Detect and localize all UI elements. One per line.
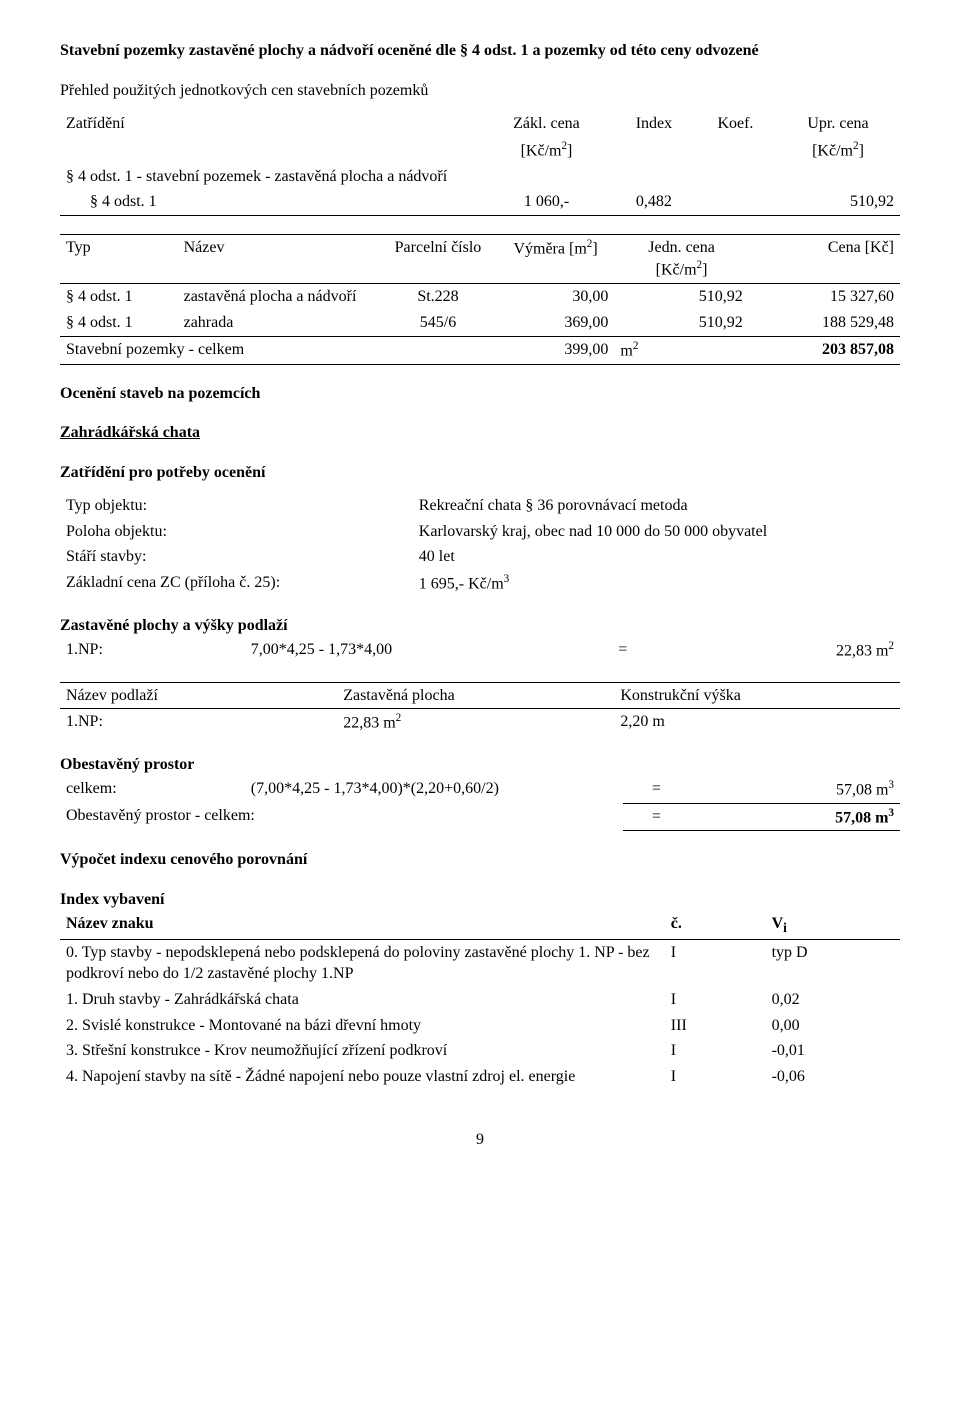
pr3: 2,20 m [614,709,900,736]
zast-heading: Zastavěné plochy a výšky podlaží [60,615,900,637]
zakl-v: 1 695,- Kč/m3 [413,570,900,597]
star-v: 40 let [413,544,900,570]
unit-row-index: 0,482 [613,189,695,215]
obes-total-l: Obestavěný prostor - celkem: [60,803,623,831]
ir4-t: 4. Napojení stavby na sítě - Žádné napoj… [60,1064,665,1090]
r1-vymera: 30,00 [497,284,615,310]
obes-expr: (7,00*4,25 - 1,73*4,00)*(2,20+0,60/2) [245,776,623,803]
ir4-c: I [665,1064,766,1090]
col-zakl-unit: [Kč/m2] [480,137,613,164]
obes-heading: Obestavěný prostor [60,754,900,776]
subtitle: Přehled použitých jednotkových cen stave… [60,80,900,102]
th-vymera: Výměra [m2] [497,234,615,284]
index-vyb-heading: Index vybavení [60,889,900,911]
r2-parc: 545/6 [379,310,497,336]
pol-l: Poloha objektu: [60,519,413,545]
ir3-c: I [665,1038,766,1064]
ih3: Vi [766,911,900,940]
col-upr: Upr. cena [776,111,900,137]
obes-total-eq: = [623,803,690,831]
ph2: Zastavěná plocha [337,682,614,709]
r1-jedn: 510,92 [614,284,748,310]
ir2-t: 2. Svislé konstrukce - Montované na bázi… [60,1013,665,1039]
col-index: Index [613,111,695,164]
total-label: Stavební pozemky - celkem [60,336,497,364]
ir1-v: 0,02 [766,987,900,1013]
zast-val: 22,83 m2 [665,637,900,664]
star-l: Stáří stavby: [60,544,413,570]
r1-parc: St.228 [379,284,497,310]
ih1: Název znaku [60,911,665,940]
ph3: Konstrukční výška [614,682,900,709]
pol-v: Karlovarský kraj, obec nad 10 000 do 50 … [413,519,900,545]
zakl-l: Základní cena ZC (příloha č. 25): [60,570,413,597]
oceneni-heading: Ocenění staveb na pozemcích [60,383,900,405]
th-jedn: Jedn. cena [Kč/m2] [614,234,748,284]
th-cena: Cena [Kč] [749,234,900,284]
ir0-v: typ D [766,939,900,987]
obes-total-val: 57,08 m3 [690,803,900,831]
obes-eq: = [623,776,690,803]
ir2-v: 0,00 [766,1013,900,1039]
ir4-v: -0,06 [766,1064,900,1090]
th-nazev: Název [178,234,380,284]
col-koef: Koef. [695,111,776,164]
zast-table: 1.NP: 7,00*4,25 - 1,73*4,00 = 22,83 m2 [60,637,900,664]
pr2: 22,83 m2 [337,709,614,736]
ir0-t: 0. Typ stavby - nepodsklepená nebo podsk… [60,939,665,987]
obes-val: 57,08 m3 [690,776,900,803]
total-cena: 203 857,08 [749,336,900,364]
r2-cena: 188 529,48 [749,310,900,336]
unit-row-label: § 4 odst. 1 - stavební pozemek - zastavě… [60,164,900,190]
zast-expr: 7,00*4,25 - 1,73*4,00 [245,637,581,664]
r2-jedn: 510,92 [614,310,748,336]
unit-price-table: Zatřídění Zákl. cena Index Koef. Upr. ce… [60,111,900,216]
typ-table: Typ Název Parcelní číslo Výměra [m2] Jed… [60,234,900,365]
unit-row-upr: 510,92 [776,189,900,215]
zahr-heading: Zahrádkářská chata [60,422,900,444]
ir3-t: 3. Střešní konstrukce - Krov neumožňujíc… [60,1038,665,1064]
typ-l: Typ objektu: [60,493,413,519]
r1-typ: § 4 odst. 1 [60,284,178,310]
r2-vymera: 369,00 [497,310,615,336]
r2-typ: § 4 odst. 1 [60,310,178,336]
r1-cena: 15 327,60 [749,284,900,310]
attrs-table: Typ objektu: Rekreační chata § 36 porovn… [60,493,900,597]
obes-l: celkem: [60,776,245,803]
ir0-c: I [665,939,766,987]
ph1: Název podlaží [60,682,337,709]
ir3-v: -0,01 [766,1038,900,1064]
zast-l: 1.NP: [60,637,245,664]
ih2: č. [665,911,766,940]
page-number: 9 [60,1129,900,1151]
col-zatrideni: Zatřídění [60,111,480,164]
unit-row-typ: § 4 odst. 1 [60,189,480,215]
th-typ: Typ [60,234,178,284]
ir1-c: I [665,987,766,1013]
r1-nazev: zastavěná plocha a nádvoří [178,284,380,310]
typ-v: Rekreační chata § 36 porovnávací metoda [413,493,900,519]
obes-table: celkem: (7,00*4,25 - 1,73*4,00)*(2,20+0,… [60,776,900,832]
pr1: 1.NP: [60,709,337,736]
unit-row-zakl: 1 060,- [480,189,613,215]
ir2-c: III [665,1013,766,1039]
col-upr-unit: [Kč/m2] [776,137,900,164]
index-table: Název znaku č. Vi 0. Typ stavby - nepods… [60,911,900,1090]
col-zakl: Zákl. cena [480,111,613,137]
total-vymera: 399,00 [497,336,615,364]
zatpot-heading: Zatřídění pro potřeby ocenění [60,462,900,484]
doc-title: Stavební pozemky zastavěné plochy a nádv… [60,40,900,62]
podlazi-table: Název podlaží Zastavěná plocha Konstrukč… [60,682,900,737]
vypocet-heading: Výpočet indexu cenového porovnání [60,849,900,871]
r2-nazev: zahrada [178,310,380,336]
ir1-t: 1. Druh stavby - Zahrádkářská chata [60,987,665,1013]
zast-eq: = [581,637,665,664]
th-parc: Parcelní číslo [379,234,497,284]
total-unit: m2 [614,336,748,364]
